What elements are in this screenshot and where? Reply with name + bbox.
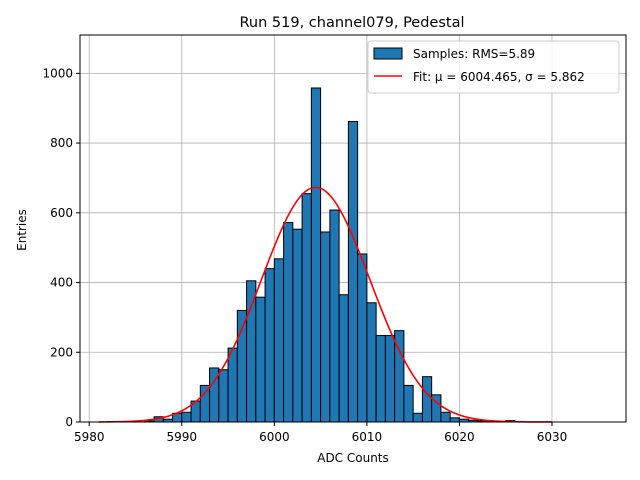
x-tick-label-2: 6000 bbox=[259, 430, 290, 444]
histogram-bar-26 bbox=[384, 335, 396, 423]
histogram-bar-29 bbox=[412, 412, 423, 423]
chart-title: Run 519, channel079, Pedestal bbox=[239, 15, 464, 31]
y-tick-label-0: 0 bbox=[65, 415, 73, 429]
x-tick-label-1: 5990 bbox=[167, 430, 198, 444]
histogram-bar-23 bbox=[357, 253, 368, 423]
legend-histogram-swatch bbox=[373, 47, 403, 60]
histogram-bar-32 bbox=[440, 411, 451, 423]
histogram-bar-17 bbox=[301, 193, 312, 423]
x-tick-label-4: 6020 bbox=[444, 430, 475, 444]
histogram-bar-33 bbox=[449, 417, 460, 423]
histogram-bar-11 bbox=[246, 280, 257, 423]
y-axis-ticks: 0 200 400 600 800 1000 bbox=[42, 66, 80, 429]
x-tick-label-0: 5980 bbox=[74, 430, 105, 444]
histogram-bar-16 bbox=[292, 228, 303, 423]
histogram-bar-21 bbox=[338, 294, 349, 423]
histogram-bar-19 bbox=[320, 231, 331, 423]
legend-histogram-label: Samples: RMS=5.89 bbox=[413, 47, 535, 61]
histogram-bar-28 bbox=[403, 384, 414, 423]
legend-box bbox=[367, 40, 620, 94]
histogram-bar-13 bbox=[264, 268, 275, 423]
plot-frame bbox=[79, 34, 627, 423]
y-tick-label-3: 600 bbox=[50, 206, 73, 220]
x-axis-ticks: 5980 5990 6000 6010 6020 6030 bbox=[74, 422, 567, 444]
histogram-bar-8 bbox=[218, 369, 229, 423]
histogram-bar-9 bbox=[227, 347, 238, 423]
y-tick-label-5: 1000 bbox=[42, 66, 73, 80]
histogram-bar-22 bbox=[347, 120, 359, 423]
x-tick-label-5: 6030 bbox=[537, 430, 568, 444]
histogram-bar-15 bbox=[283, 222, 294, 423]
histogram-bar-18 bbox=[310, 87, 322, 423]
y-tick-label-2: 400 bbox=[50, 276, 73, 290]
histogram-bars bbox=[144, 87, 516, 423]
y-axis-label: Entries bbox=[15, 209, 29, 251]
histogram-bar-30 bbox=[421, 376, 433, 423]
histogram-bar-4 bbox=[181, 411, 192, 423]
histogram-bar-12 bbox=[255, 296, 266, 423]
histogram-bar-20 bbox=[329, 209, 340, 423]
x-axis-label: ADC Counts bbox=[317, 451, 389, 465]
legend: Samples: RMS=5.89 Fit: μ = 6004.465, σ =… bbox=[367, 40, 620, 94]
x-tick-label-3: 6010 bbox=[352, 430, 383, 444]
fit-curve bbox=[98, 186, 552, 423]
histogram-bar-6 bbox=[199, 384, 211, 423]
histogram-bar-25 bbox=[375, 335, 386, 423]
legend-fit-label: Fit: μ = 6004.465, σ = 5.862 bbox=[413, 70, 585, 84]
histogram-bar-24 bbox=[366, 302, 377, 423]
y-tick-label-1: 200 bbox=[50, 345, 73, 359]
y-tick-label-4: 800 bbox=[50, 136, 73, 150]
histogram-bar-14 bbox=[273, 258, 285, 423]
